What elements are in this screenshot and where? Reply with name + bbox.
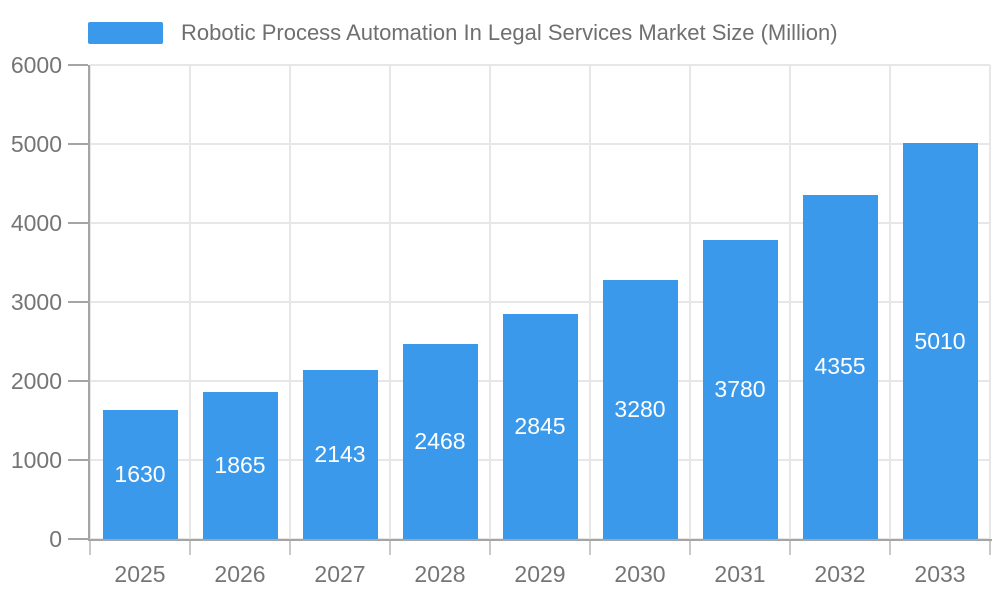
- x-axis-label: 2029: [514, 561, 566, 587]
- plot-area: 1630 1865 2143 2468 2845 3280 3780 4355 5010: [89, 64, 991, 540]
- x-axis-tick: [89, 541, 91, 555]
- bar-2029: 2845: [502, 314, 578, 539]
- y-axis-label: 5000: [10, 131, 62, 157]
- x-axis-label: 2030: [614, 561, 666, 587]
- x-axis-label: 2027: [314, 561, 366, 587]
- gridline-vertical: [389, 65, 391, 539]
- x-axis-tick: [589, 541, 591, 555]
- gridline-horizontal: [90, 143, 990, 145]
- x-axis-tick: [689, 541, 691, 555]
- bar-value-label: 3780: [714, 376, 766, 403]
- bar-2031: 3780: [702, 240, 778, 539]
- y-axis-label: 1000: [10, 447, 62, 473]
- y-axis-label: 6000: [10, 52, 62, 78]
- gridline-vertical: [689, 65, 691, 539]
- gridline-vertical: [89, 65, 91, 539]
- gridline-horizontal: [90, 301, 990, 303]
- y-axis-label: 3000: [10, 289, 62, 315]
- legend-swatch: [88, 22, 163, 44]
- bar-2032: 4355: [802, 194, 878, 539]
- x-axis-line: [88, 539, 992, 541]
- gridline-vertical: [489, 65, 491, 539]
- x-axis-tick: [489, 541, 491, 555]
- gridline-vertical: [289, 65, 291, 539]
- y-axis-tick: [68, 301, 88, 303]
- bar-2027: 2143: [302, 369, 378, 539]
- bar-value-label: 1630: [114, 461, 166, 488]
- bar-2028: 2468: [402, 344, 478, 539]
- bar-2030: 3280: [602, 279, 678, 539]
- y-axis-line: [88, 65, 90, 541]
- x-axis-tick: [289, 541, 291, 555]
- x-axis-label: 2032: [814, 561, 866, 587]
- x-axis-tick: [889, 541, 891, 555]
- y-axis-tick: [68, 222, 88, 224]
- x-axis-tick: [789, 541, 791, 555]
- x-axis-label: 2026: [214, 561, 266, 587]
- y-axis-tick: [68, 380, 88, 382]
- gridline-vertical: [789, 65, 791, 539]
- gridline-vertical: [589, 65, 591, 539]
- y-axis-tick: [68, 143, 88, 145]
- y-axis-tick: [68, 459, 88, 461]
- x-axis-label: 2028: [414, 561, 466, 587]
- bar-value-label: 2845: [514, 413, 566, 440]
- bar-value-label: 3280: [614, 395, 666, 422]
- bar-value-label: 2468: [414, 428, 466, 455]
- bar-value-label: 5010: [914, 327, 966, 354]
- y-axis-label: 2000: [10, 368, 62, 394]
- bar-value-label: 2143: [314, 440, 366, 467]
- bar-value-label: 1865: [214, 451, 266, 478]
- legend[interactable]: Robotic Process Automation In Legal Serv…: [88, 20, 838, 46]
- y-axis-label: 4000: [10, 210, 62, 236]
- x-axis: 2025 2026 2027 2028 2029 2030 2031 2032 2033: [89, 541, 991, 600]
- x-axis-tick: [989, 541, 991, 555]
- y-axis-tick: [68, 64, 88, 66]
- x-axis-label: 2033: [914, 561, 966, 587]
- gridline-vertical: [989, 65, 991, 539]
- y-axis-label: 0: [49, 526, 62, 552]
- bar-2026: 1865: [202, 391, 278, 539]
- bar-2025: 1630: [102, 410, 178, 539]
- bar-2033: 5010: [902, 143, 978, 539]
- legend-label: Robotic Process Automation In Legal Serv…: [181, 20, 838, 45]
- y-axis: 0 1000 2000 3000 4000 5000 6000: [0, 52, 88, 552]
- gridline-horizontal: [90, 222, 990, 224]
- gridline-horizontal: [90, 64, 990, 66]
- gridline-vertical: [889, 65, 891, 539]
- bar-value-label: 4355: [814, 353, 866, 380]
- x-axis-tick: [189, 541, 191, 555]
- x-axis-label: 2031: [714, 561, 766, 587]
- y-axis-tick: [68, 538, 88, 540]
- gridline-vertical: [189, 65, 191, 539]
- x-axis-label: 2025: [114, 561, 166, 587]
- x-axis-tick: [389, 541, 391, 555]
